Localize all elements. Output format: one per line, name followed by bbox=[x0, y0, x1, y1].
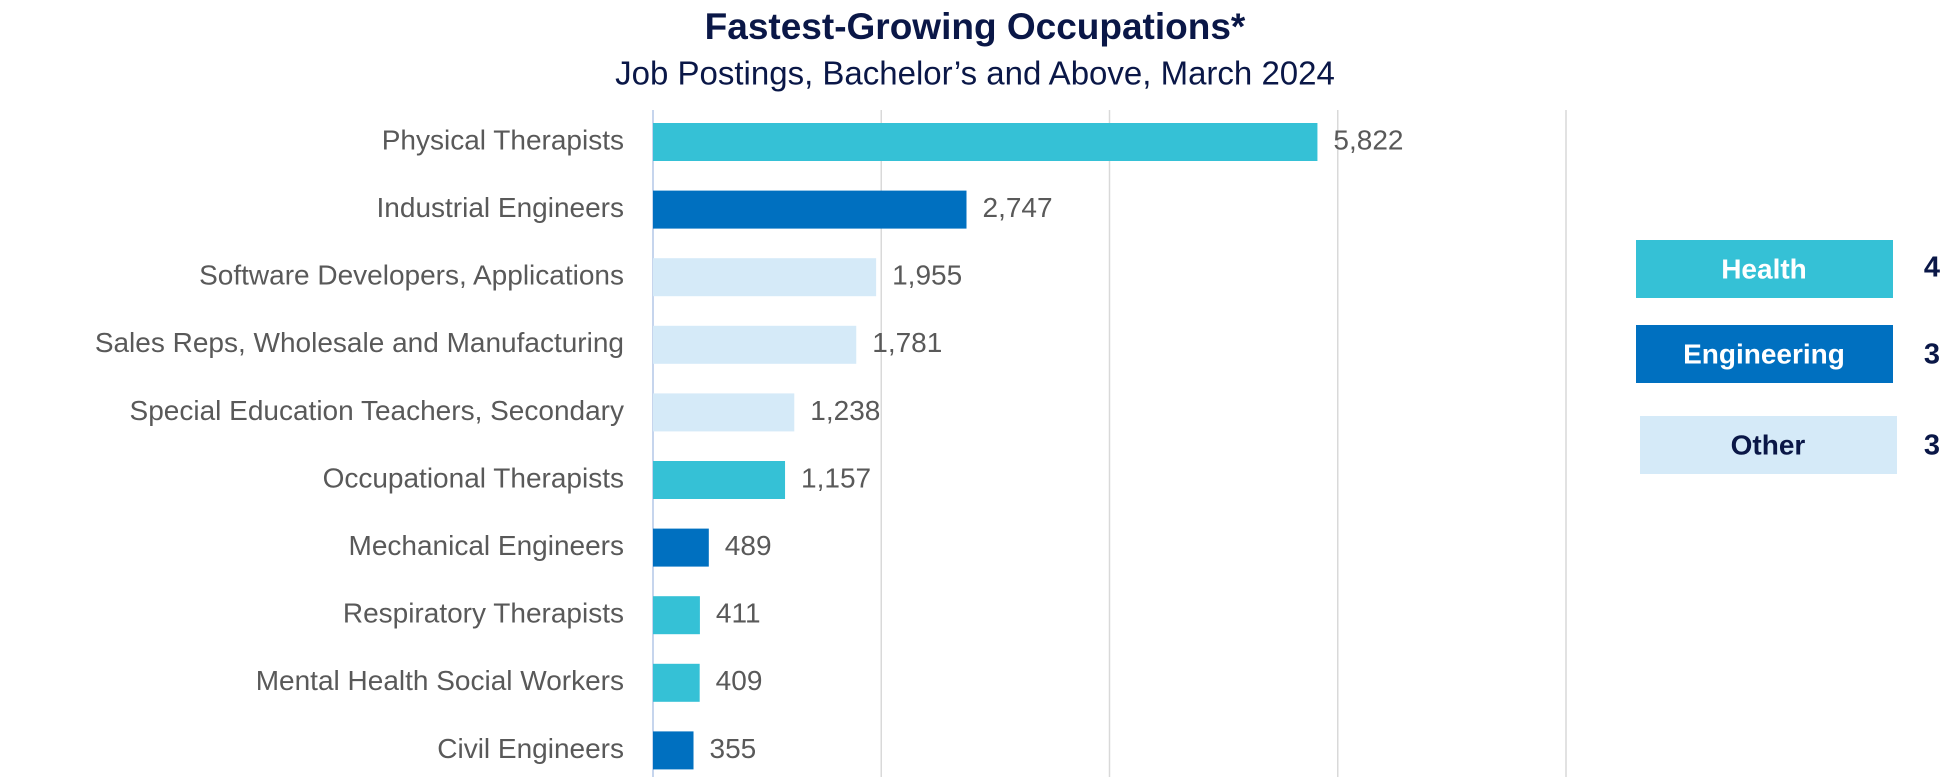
legend-count: 4 bbox=[1924, 252, 1940, 284]
y-tick-label: Industrial Engineers bbox=[377, 192, 624, 223]
bar bbox=[653, 258, 877, 297]
y-tick-label: Mental Health Social Workers bbox=[256, 665, 624, 696]
legend-label: Engineering bbox=[1683, 338, 1845, 369]
y-tick-label: Special Education Teachers, Secondary bbox=[130, 395, 624, 426]
bar bbox=[653, 528, 709, 567]
bar bbox=[653, 393, 795, 432]
legend-swatch bbox=[1636, 325, 1893, 383]
legend-count: 3 bbox=[1924, 430, 1940, 462]
legend-swatch bbox=[1640, 416, 1897, 474]
legend-label: Other bbox=[1731, 429, 1806, 460]
value-label: 2,747 bbox=[983, 192, 1053, 223]
value-label: 355 bbox=[710, 733, 757, 764]
bar bbox=[653, 325, 857, 364]
bar bbox=[653, 190, 967, 229]
chart-subtitle: Job Postings, Bachelor’s and Above, Marc… bbox=[615, 55, 1335, 92]
y-tick-label: Physical Therapists bbox=[382, 124, 624, 155]
y-tick-label: Civil Engineers bbox=[437, 733, 624, 764]
value-label: 1,955 bbox=[892, 260, 962, 291]
bar bbox=[653, 596, 700, 635]
value-label: 1,157 bbox=[801, 462, 871, 493]
value-label: 411 bbox=[716, 598, 761, 629]
legend-swatch bbox=[1636, 240, 1893, 298]
value-label: 1,781 bbox=[872, 327, 942, 358]
bar bbox=[653, 731, 694, 770]
bar bbox=[653, 663, 700, 702]
chart-title: Fastest-Growing Occupations* bbox=[705, 6, 1246, 47]
y-tick-label: Software Developers, Applications bbox=[199, 260, 624, 291]
legend-label: Health bbox=[1721, 253, 1807, 284]
value-label: 489 bbox=[725, 530, 772, 561]
y-tick-label: Occupational Therapists bbox=[323, 462, 624, 493]
value-label: 1,238 bbox=[810, 395, 880, 426]
bar bbox=[653, 461, 786, 499]
y-tick-label: Mechanical Engineers bbox=[349, 530, 625, 561]
y-tick-label: Sales Reps, Wholesale and Manufacturing bbox=[95, 327, 624, 358]
y-tick-label: Respiratory Therapists bbox=[343, 598, 624, 629]
value-label: 409 bbox=[716, 665, 763, 696]
bar bbox=[653, 123, 1318, 161]
legend-count: 3 bbox=[1924, 339, 1940, 371]
value-label: 5,822 bbox=[1333, 124, 1403, 155]
